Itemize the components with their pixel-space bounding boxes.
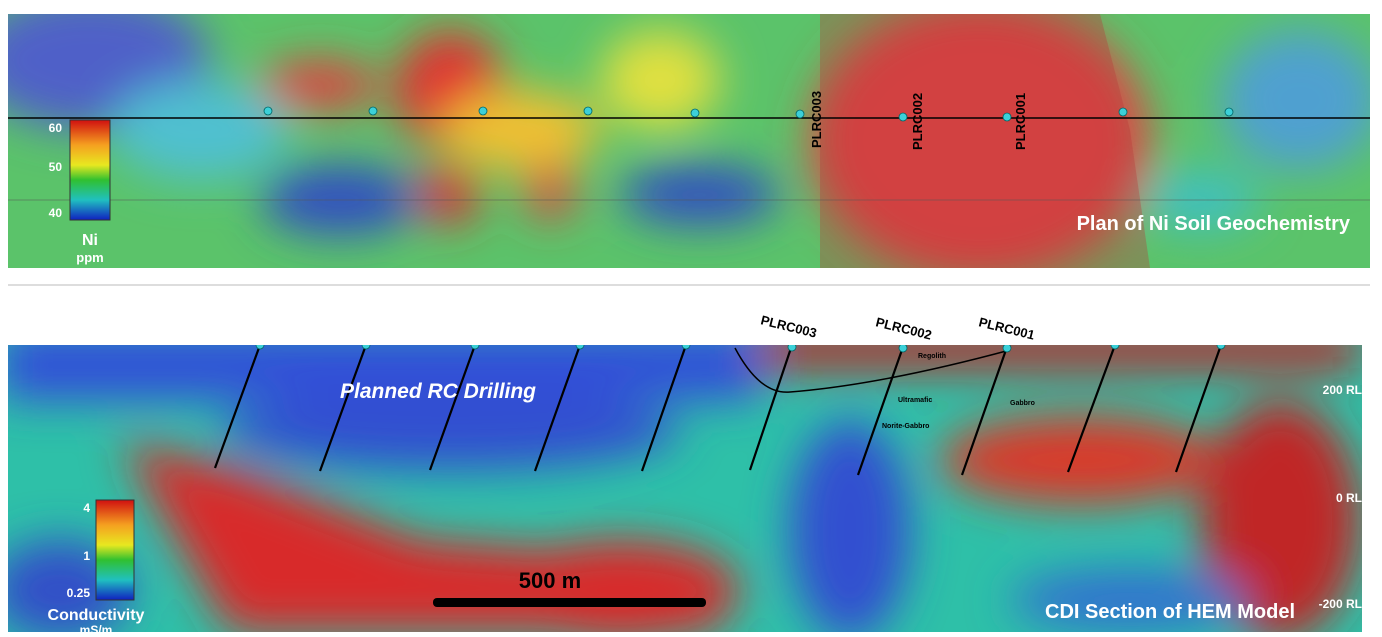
hole-label: PLRC001	[1013, 93, 1028, 150]
plan-title: Plan of Ni Soil Geochemistry	[1077, 213, 1351, 235]
colorbar	[95, 499, 135, 601]
hole-label: PLRC002	[874, 314, 933, 342]
legend-tick: 1	[83, 549, 90, 563]
legend-label: Ni	[82, 232, 98, 249]
unit-label: Gabbro	[1010, 400, 1035, 407]
hole-label: PLRC003	[809, 91, 824, 148]
unit-label: Norite-Gabbro	[882, 423, 929, 430]
legend-tick: 60	[49, 121, 63, 135]
hole-label: PLRC001	[977, 314, 1036, 342]
legend-tick: 40	[49, 206, 63, 220]
colorbar	[69, 119, 111, 221]
level-label: 200 RL	[1323, 383, 1362, 397]
section-subtitle: Planned RC Drilling	[340, 380, 536, 403]
legend-unit: mS/m	[80, 623, 113, 632]
legend-tick: 50	[49, 160, 63, 174]
legend-tick: 0.25	[67, 586, 91, 600]
legend-label: Conductivity	[48, 607, 145, 624]
section-title: CDI Section of HEM Model	[1045, 601, 1295, 623]
legend-unit: ppm	[76, 250, 103, 265]
hole-label: PLRC002	[910, 93, 925, 150]
legend-tick: 4	[83, 501, 90, 515]
section-map: Regolith Ultramafic Norite-Gabbro Gabbro…	[8, 345, 1362, 632]
unit-label: Ultramafic	[898, 397, 932, 404]
level-label: 0 RL	[1336, 491, 1362, 505]
level-label: -200 RL	[1319, 597, 1362, 611]
hole-label: PLRC003	[759, 312, 818, 340]
plan-map: PLRC003 PLRC002 PLRC001 Plan of Ni Soil …	[8, 14, 1370, 268]
unit-label: Regolith	[918, 353, 946, 360]
scale-bar	[433, 598, 706, 607]
scale-label: 500 m	[519, 568, 581, 593]
